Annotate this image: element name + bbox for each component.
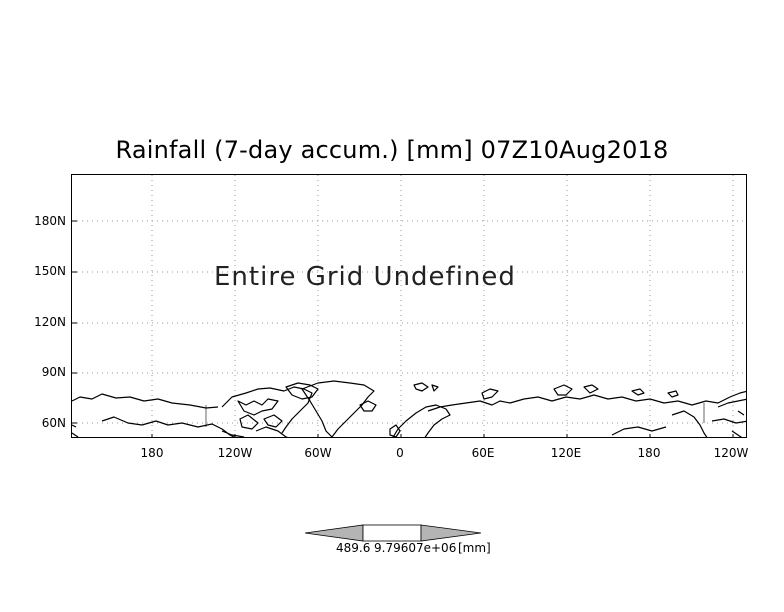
colorbar bbox=[305, 524, 481, 542]
lat-label-180n: 180N bbox=[34, 214, 66, 228]
lon-label-120e: 120E bbox=[550, 446, 582, 460]
coastline-svalbard bbox=[413, 382, 439, 392]
coastline-alaska-repeat bbox=[711, 398, 746, 424]
colorbar-max-label: 9.79607e+06 bbox=[374, 541, 457, 555]
lon-label-180-east: 180 bbox=[637, 446, 661, 460]
coastline-okhotsk bbox=[611, 426, 667, 436]
colorbar-min-label: 489.6 bbox=[336, 541, 371, 555]
lon-label-120w-east: 120W bbox=[713, 446, 749, 460]
coastline-ellesmere bbox=[285, 382, 319, 400]
coastline-siberia bbox=[509, 390, 746, 406]
lat-label-150n: 150N bbox=[34, 264, 66, 278]
coastline-arctic-islands-2 bbox=[239, 414, 283, 430]
borders bbox=[205, 403, 705, 427]
map-title: Rainfall (7-day accum.) [mm] 07Z10Aug201… bbox=[115, 136, 669, 164]
lat-label-60n: 60N bbox=[41, 416, 66, 430]
lon-label-120w: 120W bbox=[217, 446, 253, 460]
coastline-canada-north bbox=[221, 386, 313, 434]
coastline-aleutians bbox=[72, 424, 79, 437]
coastline-europe-north bbox=[427, 400, 511, 412]
lat-label-120n: 120N bbox=[34, 315, 66, 329]
coastline-greenland bbox=[301, 380, 375, 437]
colorbar-high-arrow bbox=[420, 524, 481, 542]
coastline-iceland bbox=[359, 400, 377, 412]
coastline-hudson bbox=[221, 426, 288, 437]
lon-label-0: 0 bbox=[396, 446, 404, 460]
undefined-grid-message: Entire Grid Undefined bbox=[214, 262, 516, 292]
coastline-arctic-islands bbox=[237, 398, 279, 416]
lon-label-60w: 60W bbox=[304, 446, 332, 460]
colorbar-low-arrow bbox=[305, 524, 364, 542]
coastlines bbox=[72, 380, 746, 437]
coastline-novaya-zemlya bbox=[481, 388, 499, 400]
coastline-taymyr bbox=[553, 384, 599, 396]
lat-label-90n: 90N bbox=[41, 365, 66, 379]
coastline-alaska bbox=[72, 393, 219, 409]
lon-label-180-west: 180 bbox=[140, 446, 164, 460]
coastline-alaska-south bbox=[101, 416, 236, 437]
coastline-britain bbox=[389, 424, 401, 437]
map-frame bbox=[71, 174, 747, 438]
coastline-scandinavia bbox=[392, 404, 451, 437]
coastline-kamchatka bbox=[671, 410, 708, 437]
coastline-new-siberian bbox=[631, 388, 679, 398]
lon-label-60e: 60E bbox=[471, 446, 495, 460]
graticule bbox=[72, 175, 746, 437]
map-canvas bbox=[72, 175, 746, 437]
colorbar-middle-box bbox=[362, 524, 422, 542]
tick-marks bbox=[72, 220, 734, 437]
colorbar-unit-label: [mm] bbox=[458, 541, 491, 555]
coastline-bering-islands bbox=[731, 410, 745, 437]
